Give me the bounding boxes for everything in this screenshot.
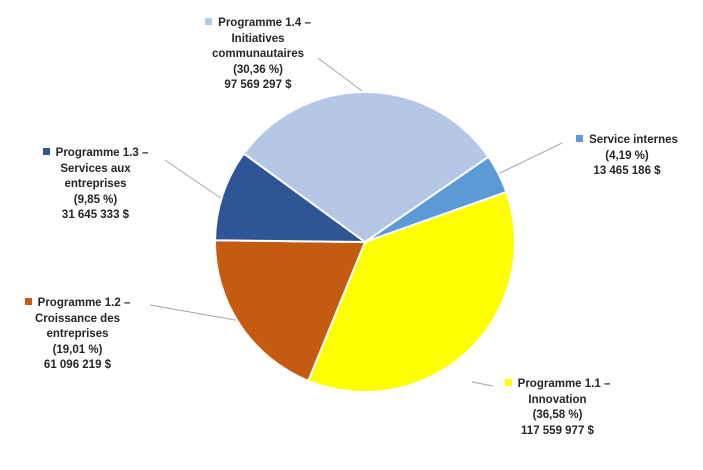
data-label-text: Programme 1.2 – bbox=[37, 297, 131, 309]
data-label-text: Innovation bbox=[528, 393, 587, 406]
data-label-percent: (19,01 %) bbox=[52, 343, 103, 356]
data-label-text: entreprises bbox=[46, 328, 109, 340]
data-label-text: Programme 1.3 – bbox=[55, 147, 149, 159]
legend-key-square bbox=[24, 298, 32, 305]
legend-key-square bbox=[205, 18, 213, 25]
data-label-name-line: Innovation bbox=[490, 393, 625, 409]
legend-key-square bbox=[504, 379, 512, 386]
data-label-4: Programme 1.4 – Initiatives communautaires… bbox=[178, 16, 338, 94]
pie-slices bbox=[213, 91, 517, 393]
data-label-text: communautaires bbox=[211, 48, 305, 60]
data-label-text: Initiatives bbox=[231, 32, 285, 45]
data-label-text: Programme 1.1 – bbox=[517, 378, 611, 390]
data-label-name-line: Initiatives bbox=[178, 32, 338, 48]
data-label-1: Programme 1.1 – Innovation (36,58 %) 117 55… bbox=[490, 377, 625, 439]
data-label-name-line: entreprises bbox=[10, 327, 145, 343]
data-label-amount: 97 569 297 $ bbox=[224, 79, 292, 91]
leader-line-3 bbox=[164, 159, 226, 202]
data-label-name-line: Service internes bbox=[562, 133, 692, 149]
legend-key-square bbox=[42, 148, 50, 155]
data-label-percent: (30,36 %) bbox=[233, 63, 283, 76]
leader-line-5 bbox=[495, 142, 563, 176]
pie-slice-1 bbox=[307, 190, 517, 393]
data-label-name-line: Services aux bbox=[28, 162, 163, 178]
data-label-name-line: Programme 1.1 – bbox=[490, 377, 625, 393]
data-label-percent: (4,19 %) bbox=[605, 149, 649, 162]
data-label-amount: 13 465 186 $ bbox=[593, 165, 661, 177]
data-label-name-line: Croissance des bbox=[10, 312, 145, 328]
data-label-text: Services aux bbox=[60, 162, 131, 175]
data-label-amount: 31 645 333 $ bbox=[61, 209, 130, 221]
leader-line-1 bbox=[471, 381, 494, 387]
data-label-name-line: Programme 1.3 – bbox=[28, 146, 163, 162]
data-label-name-line: Programme 1.2 – bbox=[10, 296, 145, 312]
pie-slice-5 bbox=[364, 155, 508, 243]
data-label-name-line: entreprises bbox=[28, 177, 163, 193]
data-label-text: Service internes bbox=[589, 134, 678, 146]
data-label-amount: 117 559 977 $ bbox=[521, 424, 594, 437]
pie-slice-4 bbox=[242, 91, 490, 244]
data-label-percent: (9,85 %) bbox=[73, 193, 118, 206]
data-label-text: entreprises bbox=[64, 178, 127, 190]
data-label-2: Programme 1.2 – Croissance des entreprises… bbox=[10, 296, 145, 374]
data-label-amount: 61 096 219 $ bbox=[43, 359, 112, 371]
data-label-text: Croissance des bbox=[34, 312, 120, 325]
pie-slice-3 bbox=[213, 152, 369, 244]
data-label-name-line: communautaires bbox=[178, 47, 338, 63]
pie-slice-2 bbox=[214, 239, 367, 383]
legend-key-square bbox=[576, 135, 584, 142]
data-label-name-line: Programme 1.4 – bbox=[178, 16, 338, 32]
data-label-percent: (36,58 %) bbox=[532, 409, 583, 421]
data-label-text: Programme 1.4 – bbox=[218, 17, 311, 29]
data-label-3: Programme 1.3 – Services aux entreprises (9… bbox=[28, 146, 163, 224]
data-label-5: Service internes (4,19 %) 13 465 186 $ bbox=[562, 133, 692, 180]
leader-line-4 bbox=[317, 57, 371, 98]
